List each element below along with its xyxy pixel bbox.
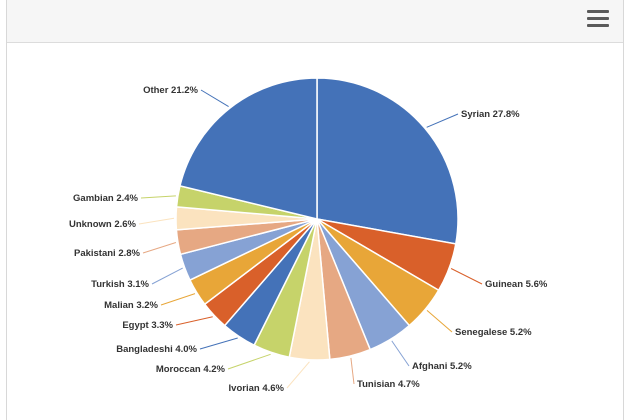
connector-afghani: [391, 340, 410, 367]
connector-malian: [160, 293, 196, 306]
pie-slice-other[interactable]: [179, 77, 318, 220]
slice-label-turkish: Turkish 3.1%: [91, 279, 149, 290]
slice-label-gambian: Gambian 2.4%: [73, 193, 138, 204]
connector-other: [200, 89, 229, 108]
pie-chart: Syrian 27.8% Guinean 5.6% Senegalese 5.2% A…: [69, 77, 548, 394]
connector-ivorian: [286, 361, 310, 389]
connector-gambian: [140, 195, 176, 199]
connector-bangladeshi: [199, 337, 238, 350]
slice-label-afghani: Afghani 5.2%: [412, 361, 472, 372]
slice-label-malian: Malian 3.2%: [104, 300, 158, 311]
connector-pakistani: [142, 242, 177, 254]
slice-label-moroccan: Moroccan 4.2%: [156, 364, 226, 375]
connector-guinean: [450, 268, 483, 285]
connector-turkish: [151, 267, 183, 285]
hamburger-menu-icon[interactable]: [585, 6, 613, 32]
slice-label-other: Other 21.2%: [143, 85, 198, 96]
connector-senegalese: [426, 310, 453, 333]
slice-label-guinean: Guinean 5.6%: [485, 279, 548, 290]
toolbar: [7, 0, 623, 43]
slice-label-senegalese: Senegalese 5.2%: [455, 327, 532, 338]
connector-syrian: [426, 113, 459, 128]
slice-label-syrian: Syrian 27.8%: [461, 109, 520, 120]
slice-label-unknown: Unknown 2.6%: [69, 219, 137, 230]
slice-label-egypt: Egypt 3.3%: [122, 320, 173, 331]
slice-label-ivorian: Ivorian 4.6%: [229, 383, 285, 394]
slice-label-tunisian: Tunisian 4.7%: [357, 379, 420, 390]
connector-egypt: [175, 316, 213, 326]
connector-unknown: [138, 217, 175, 225]
connector-tunisian: [350, 357, 355, 385]
chart-frame: Syrian 27.8% Guinean 5.6% Senegalese 5.2% A…: [6, 0, 624, 420]
pie-slice-syrian[interactable]: [316, 77, 459, 245]
slice-label-bangladeshi: Bangladeshi 4.0%: [116, 344, 197, 355]
slice-label-pakistani: Pakistani 2.8%: [74, 248, 141, 259]
connector-moroccan: [227, 353, 271, 370]
